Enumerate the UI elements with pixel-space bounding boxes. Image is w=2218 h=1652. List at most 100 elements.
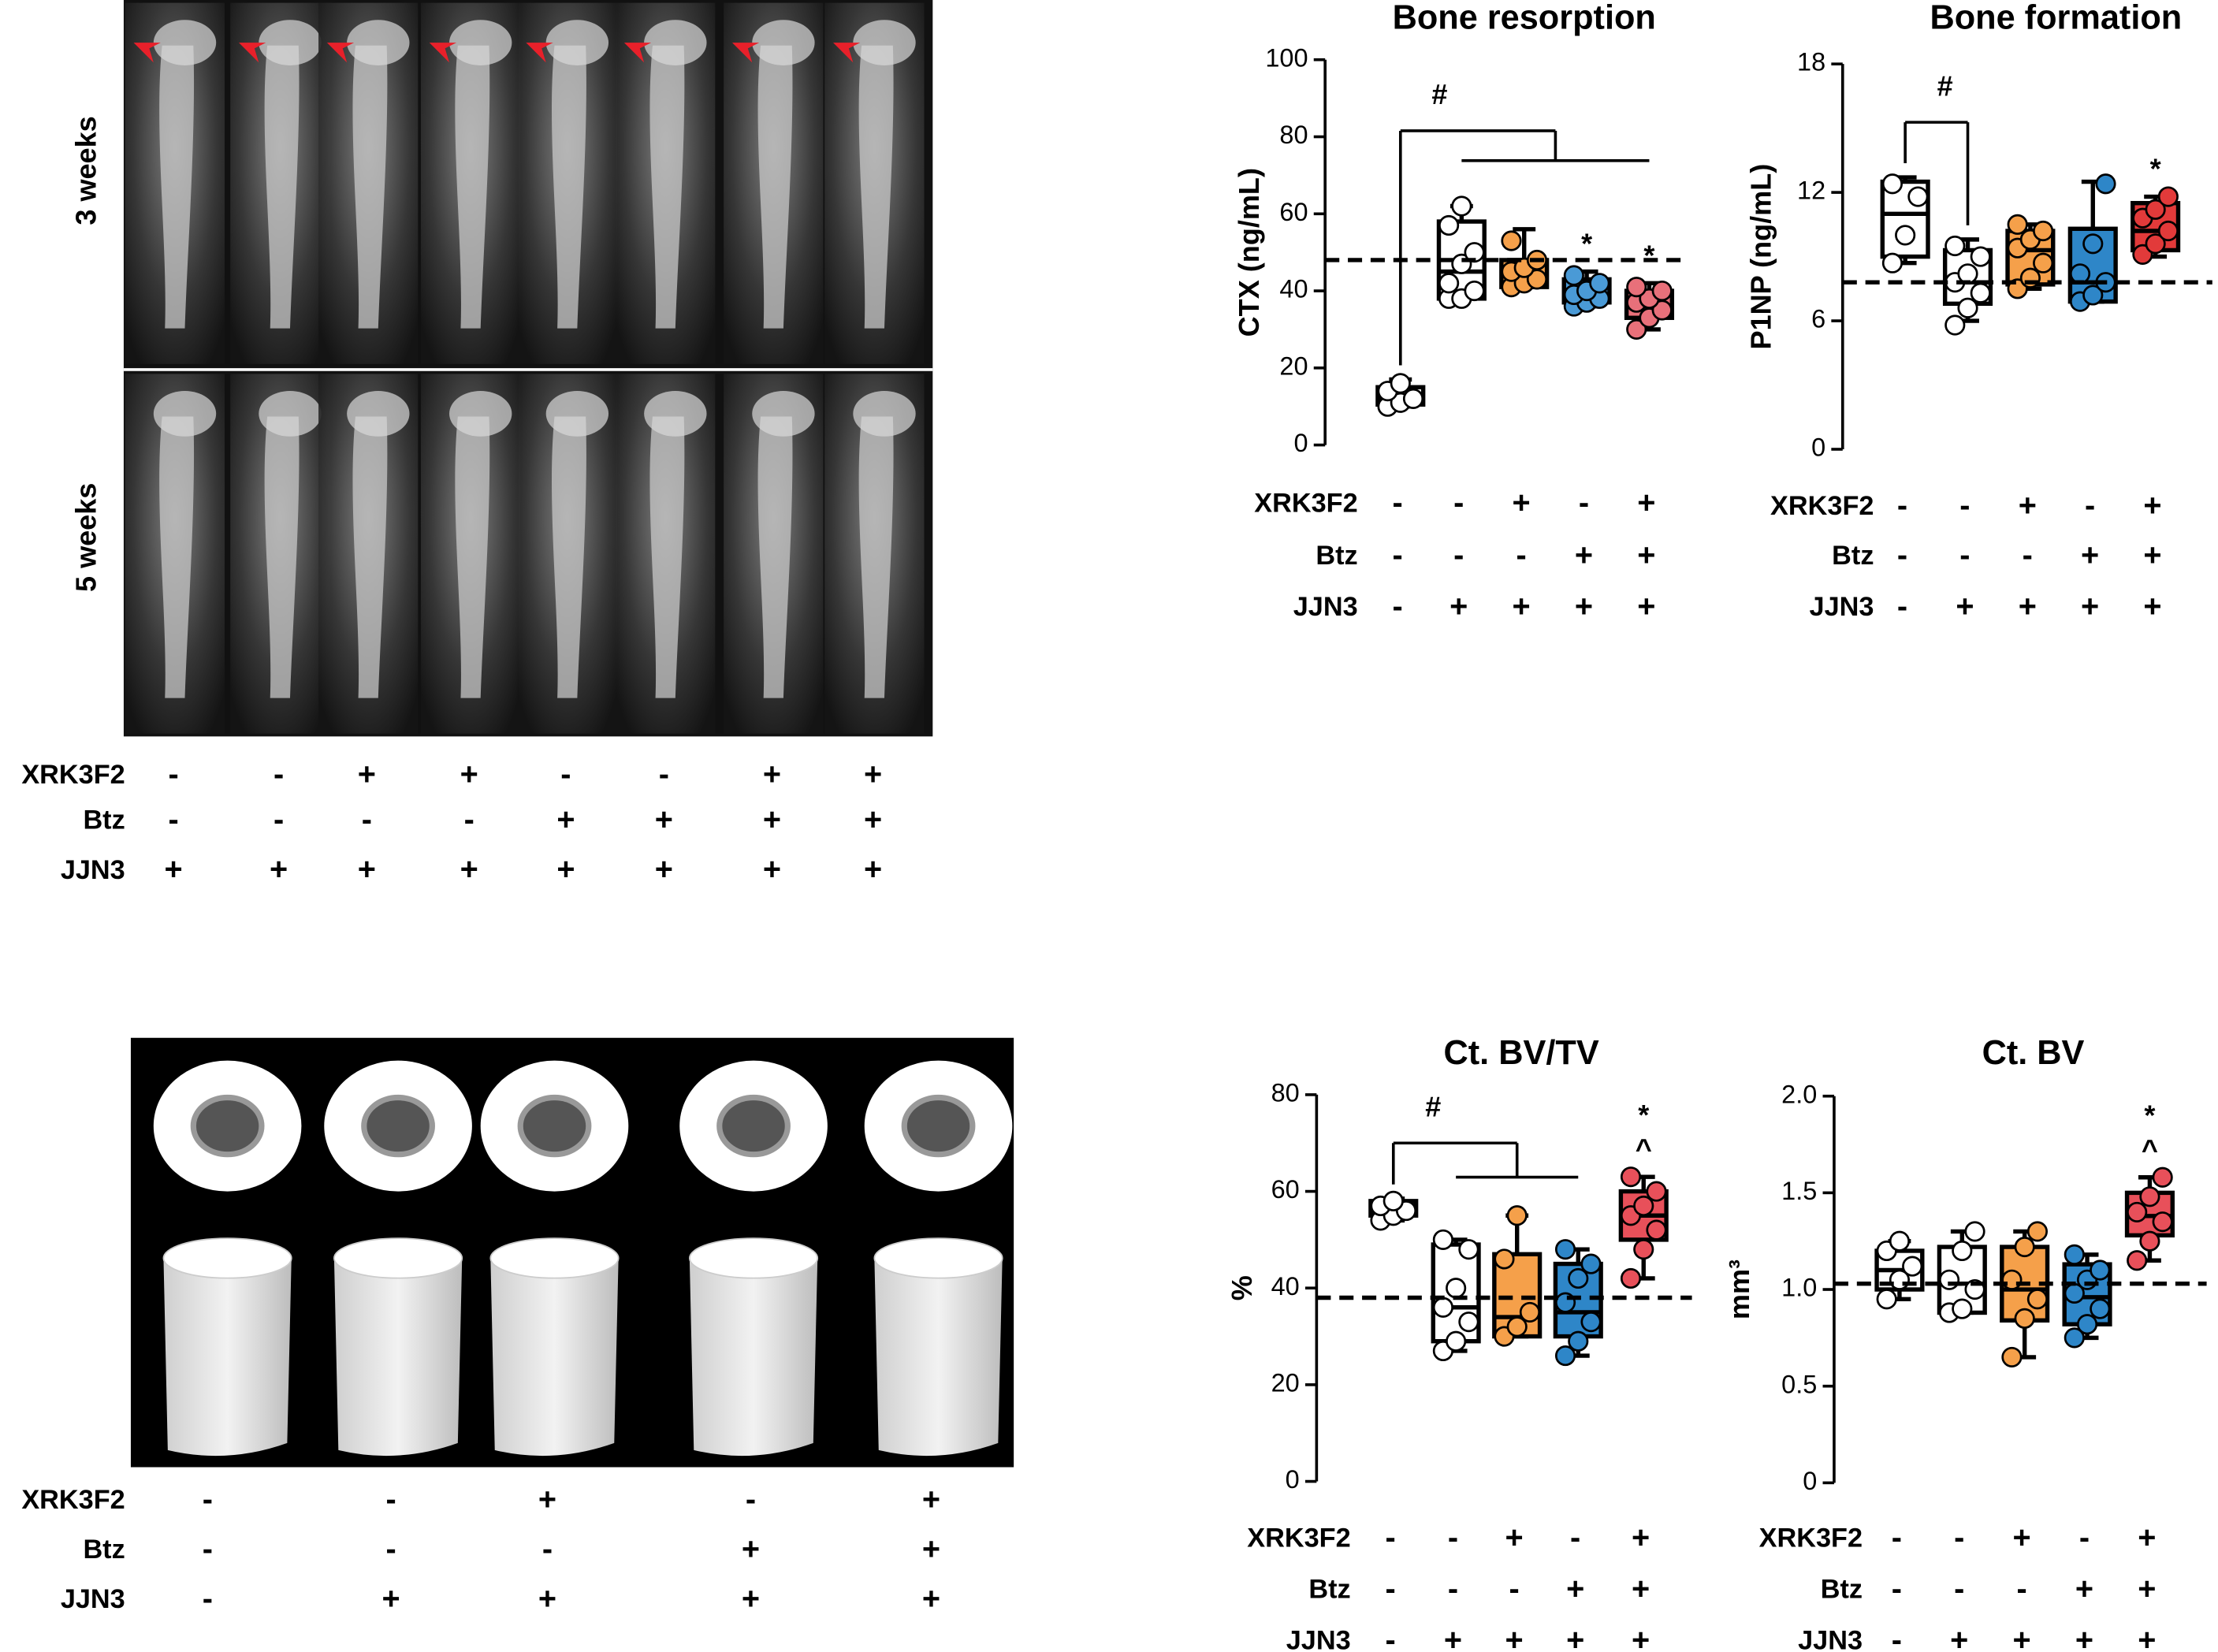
y-tick-label: 60: [1279, 198, 1308, 226]
treatment-sign: -: [1897, 488, 1907, 523]
treatment-sign: +: [2143, 538, 2161, 573]
data-point: [2157, 186, 2179, 207]
treatment-sign: -: [1393, 590, 1403, 624]
treatment-sign: -: [1448, 1520, 1458, 1555]
row-label: 5 weeks: [69, 483, 102, 592]
treatment-sign: +: [1566, 1623, 1584, 1652]
bone-cylinder: [163, 1258, 292, 1457]
treatment-sign: +: [763, 802, 781, 837]
arrow: [326, 43, 355, 63]
data-point: [1568, 1330, 1589, 1352]
data-point: [2127, 1201, 2148, 1222]
treatment-sign: +: [2081, 538, 2099, 573]
bone: [757, 45, 793, 329]
data-point: [1964, 1221, 1985, 1242]
treatment-sign: +: [460, 852, 478, 887]
data-point: [2095, 173, 2116, 195]
data-point: [1626, 277, 1647, 298]
treatment-sign: -: [385, 1482, 396, 1516]
data-point: [2026, 1289, 2048, 1310]
treatment-label: Btz: [1821, 1574, 1863, 1604]
treatment-sign: -: [1570, 1520, 1580, 1555]
treatment-sign: -: [1892, 1572, 1902, 1606]
treatment-sign: +: [864, 802, 882, 837]
data-point: [1889, 1230, 1911, 1252]
treatment-sign: +: [1575, 590, 1593, 624]
y-tick-label: 20: [1279, 352, 1308, 380]
annotation: *: [1643, 239, 1654, 271]
bone-head: [259, 391, 322, 437]
treatment-sign: +: [1505, 1623, 1524, 1652]
y-tick-label: 0.5: [1781, 1370, 1817, 1398]
annotation: *: [2150, 153, 2161, 185]
data-point: [1446, 1330, 1467, 1352]
data-point: [1438, 273, 1460, 294]
bone-top: [489, 1237, 620, 1279]
data-point: [1464, 280, 1485, 302]
data-point: [1432, 1297, 1453, 1318]
treatment-sign: -: [203, 1482, 213, 1516]
data-point: [2157, 220, 2179, 242]
bone-canal: [190, 1094, 265, 1158]
treatment-sign: -: [2016, 1572, 2026, 1606]
data-point: [1944, 314, 1966, 336]
treatment-sign: -: [1386, 1623, 1396, 1652]
data-point: [1907, 186, 1929, 207]
bone-cylinder: [689, 1258, 818, 1457]
bone-head: [853, 391, 916, 437]
treatment-sign: +: [538, 1582, 556, 1617]
treatment-sign: -: [1453, 486, 1464, 520]
y-tick-label: 0: [1286, 1465, 1300, 1494]
annotation: ^: [1636, 1133, 1652, 1165]
bone-head: [545, 20, 609, 65]
data-point: [2064, 1244, 2085, 1265]
treatment-sign: +: [1444, 1623, 1462, 1652]
data-point: [1519, 1301, 1541, 1323]
treatment-sign: +: [1575, 538, 1593, 573]
bone-top: [333, 1237, 463, 1279]
treatment-label: XRK3F2: [1254, 488, 1357, 518]
y-tick-label: 2.0: [1781, 1080, 1817, 1108]
treatment-sign: -: [1959, 538, 1970, 573]
data-point: [2152, 1166, 2173, 1188]
bone-top: [162, 1237, 292, 1279]
treatment-sign: -: [168, 802, 178, 837]
treatment-sign: +: [2012, 1623, 2030, 1652]
treatment-sign: -: [203, 1531, 213, 1566]
data-point: [1952, 1240, 1973, 1262]
treatment-sign: -: [746, 1482, 756, 1516]
y-tick-label: 0: [1293, 429, 1308, 457]
data-point: [2139, 1230, 2160, 1252]
bone-top: [873, 1237, 1003, 1279]
data-point: [1651, 280, 1673, 302]
data-point: [1620, 1267, 1642, 1289]
data-point: [2082, 233, 2104, 255]
treatment-sign: +: [1566, 1572, 1584, 1606]
y-tick-label: 80: [1279, 121, 1308, 149]
treatment-sign: +: [864, 757, 882, 791]
treatment-sign: -: [1897, 590, 1907, 624]
treatment-sign: -: [1954, 1572, 1964, 1606]
treatment-sign: +: [1637, 486, 1655, 520]
data-point: [1506, 1205, 1528, 1226]
data-point: [1580, 1312, 1602, 1333]
treatment-sign: -: [2079, 1520, 2090, 1555]
bone-cylinder: [490, 1258, 619, 1457]
treatment-sign: -: [560, 757, 571, 791]
bone: [649, 45, 685, 329]
treatment-sign: -: [1892, 1623, 1902, 1652]
y-tick-label: 40: [1279, 275, 1308, 303]
bone: [264, 416, 300, 698]
treatment-label: JJN3: [61, 1584, 125, 1614]
data-point: [1881, 252, 1903, 273]
data-point: [2145, 233, 2166, 255]
treatment-sign: +: [763, 852, 781, 887]
treatment-sign: +: [742, 1531, 760, 1566]
arrow: [526, 43, 553, 63]
data-point: [1458, 1239, 1479, 1260]
chart-title: Ct. BV: [1982, 1034, 2085, 1072]
treatment-sign: -: [1959, 488, 1970, 523]
treatment-sign: -: [1386, 1572, 1396, 1606]
chart-title: Bone resorption: [1393, 0, 1656, 37]
